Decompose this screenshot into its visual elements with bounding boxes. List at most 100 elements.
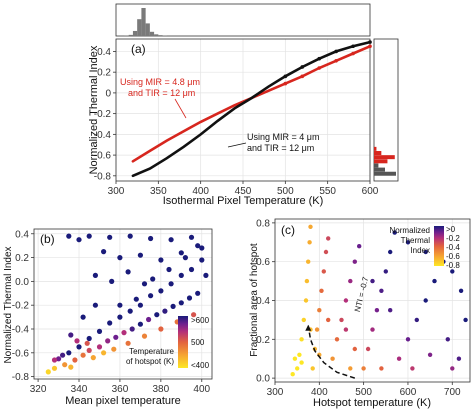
panel-b-point <box>125 340 131 346</box>
panel-b-point <box>162 308 168 314</box>
panel-b-point <box>60 352 66 358</box>
panel-b-point <box>137 302 143 308</box>
panel-b-y-tick-label: 0.0 <box>15 277 29 288</box>
panel-a-grid <box>115 39 371 181</box>
panel-b-colorbar-tick-low: <400 <box>191 361 210 370</box>
panel-b-x-axis-label: Mean pixel temperature <box>65 395 181 407</box>
panel-b-point <box>117 314 123 320</box>
panel-a-y-tick-label: 0.4 <box>97 47 111 58</box>
nti-contour-line <box>307 325 356 379</box>
black-series-point <box>300 65 305 69</box>
panel-b-point <box>146 316 152 323</box>
panel-c-point <box>427 352 433 357</box>
top-histogram-bar <box>149 31 155 36</box>
panel-b-point <box>203 272 209 278</box>
panel-b-y-tick-label: -0.8 <box>12 372 30 383</box>
panel-c-point <box>339 317 344 323</box>
top-histogram-bar <box>128 34 133 36</box>
black-series-point <box>317 56 322 61</box>
panel-c-point <box>352 259 357 264</box>
panel-b-point <box>66 233 72 239</box>
panel-b-point <box>191 312 197 318</box>
panel-b-point <box>74 338 80 344</box>
right-histogram-bar <box>374 171 396 176</box>
panel-b-point <box>101 350 107 356</box>
top-histogram-bar <box>141 8 146 36</box>
black-series-point <box>283 74 288 79</box>
red-series-point <box>283 81 288 86</box>
panel-b-point <box>45 369 51 375</box>
panel-c-point <box>410 366 415 371</box>
panel-a-y-tick-label: -0.8 <box>94 171 112 182</box>
panel-b-point <box>84 340 90 346</box>
panel-c-point <box>379 366 384 371</box>
panel-b-point <box>51 357 58 363</box>
panel-b-point <box>76 237 82 243</box>
nti-contour-arrowhead <box>305 324 312 331</box>
panel-c-point <box>306 259 311 264</box>
panel-c-point <box>314 327 320 332</box>
panel-b-point <box>80 314 86 320</box>
panel-b-point <box>199 245 205 251</box>
panel-c-point <box>414 317 419 323</box>
panel-b-point <box>186 295 193 301</box>
black-series-point <box>334 49 338 54</box>
panel-c-x-axis-label: Hotspot temperature (K) <box>313 397 431 409</box>
panel-b-colorbar-gradient <box>178 316 188 368</box>
panel-a-x-ticks: 300 350 400 450 500 550 600 <box>108 181 379 197</box>
right-histogram-bar <box>374 163 379 168</box>
right-histogram-bar <box>374 155 395 160</box>
panel-b-point <box>92 272 98 278</box>
panel-c-colorbar: >0 -0.2 -0.4 -0.6 -0.8 Normalized Therma… <box>390 225 461 270</box>
panel-c-colorbar-tick-3: -0.6 <box>446 252 460 261</box>
panel-a-x-axis-label: Isothermal Pixel Temperature (K) <box>163 195 324 207</box>
panel-b-point <box>56 356 62 362</box>
top-histogram-bar <box>145 23 150 36</box>
panel-c-x-tick-label: 700 <box>444 387 461 398</box>
panel-b-point <box>170 303 176 309</box>
panel-c-point <box>365 346 371 352</box>
panel-c-point <box>445 337 450 342</box>
black-series-label-line-1: Using MIR = 4 μm <box>247 132 319 142</box>
panel-b-point <box>150 276 156 282</box>
panel-c-legend-title-line-2: Thermal <box>401 236 431 245</box>
panel-b-point <box>76 344 82 350</box>
panel-b-point <box>80 352 86 358</box>
panel-b-point <box>178 300 184 306</box>
panel-c-x-ticks: 300 400 500 600 700 <box>267 382 461 398</box>
black-series-point <box>368 40 372 44</box>
panel-c-point <box>361 366 366 371</box>
panel-c-legend-title-line-3: Index <box>410 246 430 255</box>
panel-c-point <box>292 356 298 361</box>
panel-b-point <box>107 234 113 240</box>
right-histogram-bar <box>374 146 377 151</box>
panel-c-point <box>423 249 428 255</box>
panel-b-y-tick-label: -0.6 <box>12 348 30 359</box>
panel-b-point <box>127 308 133 314</box>
panel-c-point <box>307 240 312 245</box>
panel-b-point <box>117 255 123 261</box>
panel-c-point <box>405 337 411 342</box>
panel-b-point <box>101 249 107 255</box>
panel-a-y-tick-label: -0.6 <box>94 151 112 162</box>
panel-c-legend-title-line-1: Normalized <box>390 226 430 235</box>
top-histogram-bar <box>154 34 159 36</box>
panel-a-y-tick-label: 0 <box>105 88 111 99</box>
panel-c-point <box>357 244 362 249</box>
panel-c-y-tick-label: 0.0 <box>256 374 270 385</box>
panel-c-y-tick-label: 0.6 <box>256 257 270 268</box>
panel-c-point <box>463 317 468 323</box>
panel-b-point <box>182 255 188 261</box>
panel-a-x-tick-label: 350 <box>150 186 167 197</box>
panel-b-x-tick-label: 340 <box>71 384 88 395</box>
panel-c-point <box>348 366 353 371</box>
panel-b-point <box>51 365 58 371</box>
panel-b-point <box>127 233 133 239</box>
panel-a-y-axis-label: Normalized Thermal Index <box>88 45 100 174</box>
panel-b-point <box>178 250 184 256</box>
panel-b-point <box>121 330 127 336</box>
black-series-leader-line <box>227 142 247 148</box>
panel-c-point <box>330 356 335 361</box>
panel-b-point <box>178 272 184 278</box>
right-histogram-bar <box>374 151 382 156</box>
